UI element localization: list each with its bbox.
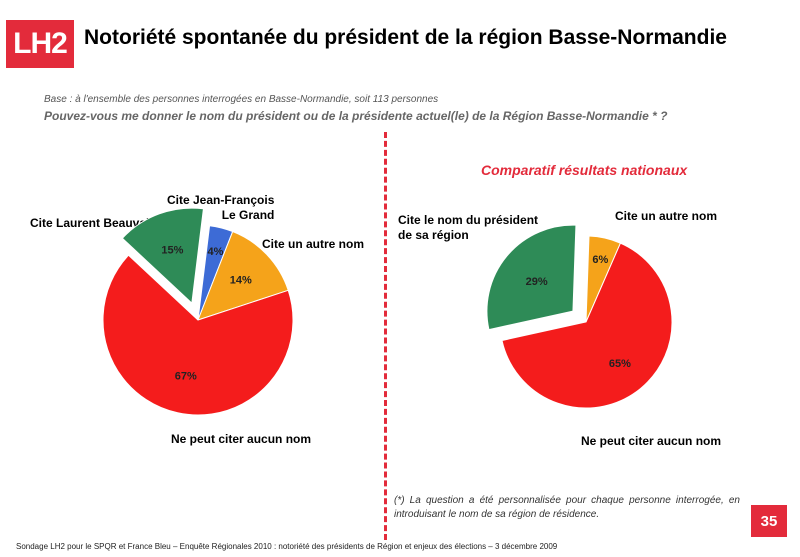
- label-jean-francois: Cite Jean-François Le Grand: [167, 193, 274, 223]
- label-autre-nom-right: Cite un autre nom: [615, 209, 718, 223]
- pie-slice: [501, 242, 673, 409]
- label-aucun-nom-right: Ne peut citer aucun nom: [581, 434, 722, 448]
- pie-slice: [486, 224, 577, 331]
- slice-value-label: 14%: [230, 275, 252, 287]
- label-line: de sa région: [398, 228, 469, 242]
- label-line: Cite le nom du président: [398, 213, 539, 227]
- slice-value-label: 65%: [609, 358, 631, 370]
- pie-slice: [197, 230, 289, 321]
- survey-question: Pouvez-vous me donner le nom du présiden…: [44, 109, 668, 123]
- source-note: Sondage LH2 pour le SPQR et France Bleu …: [16, 542, 558, 551]
- footnote: (*) La question a été personnalisée pour…: [394, 495, 740, 520]
- label-autre-nom-left: Cite un autre nom: [262, 237, 365, 251]
- slice-value-label: 4%: [208, 246, 224, 258]
- base-note: Base : à l'ensemble des personnes interr…: [44, 94, 439, 105]
- label-nom-president: Cite le nom du président de sa région: [398, 213, 538, 243]
- page-number: 35: [751, 505, 787, 537]
- dashed-divider: [384, 132, 387, 540]
- label-line: Le Grand: [221, 208, 275, 222]
- lh2-logo: LH2: [6, 20, 74, 68]
- pie-chart-right: 6% 65% 29%: [486, 224, 673, 409]
- label-line: Cite Jean-François: [167, 193, 275, 207]
- pie-chart-left: 4% 14% 67% 15%: [102, 207, 294, 416]
- pie-slice: [121, 207, 204, 305]
- slice-value-label: 15%: [161, 245, 183, 257]
- comparatif-title: Comparatif résultats nationaux: [481, 162, 688, 178]
- slice-value-label: 29%: [526, 276, 548, 288]
- slice-value-label: 6%: [592, 254, 608, 266]
- label-aucun-nom-left: Ne peut citer aucun nom: [171, 432, 312, 446]
- label-laurent-beauvais: Cite Laurent Beauvais: [30, 216, 157, 230]
- pie-slice: [102, 254, 294, 416]
- page-title: Notoriété spontanée du président de la r…: [84, 26, 727, 49]
- slice-value-label: 67%: [175, 371, 197, 383]
